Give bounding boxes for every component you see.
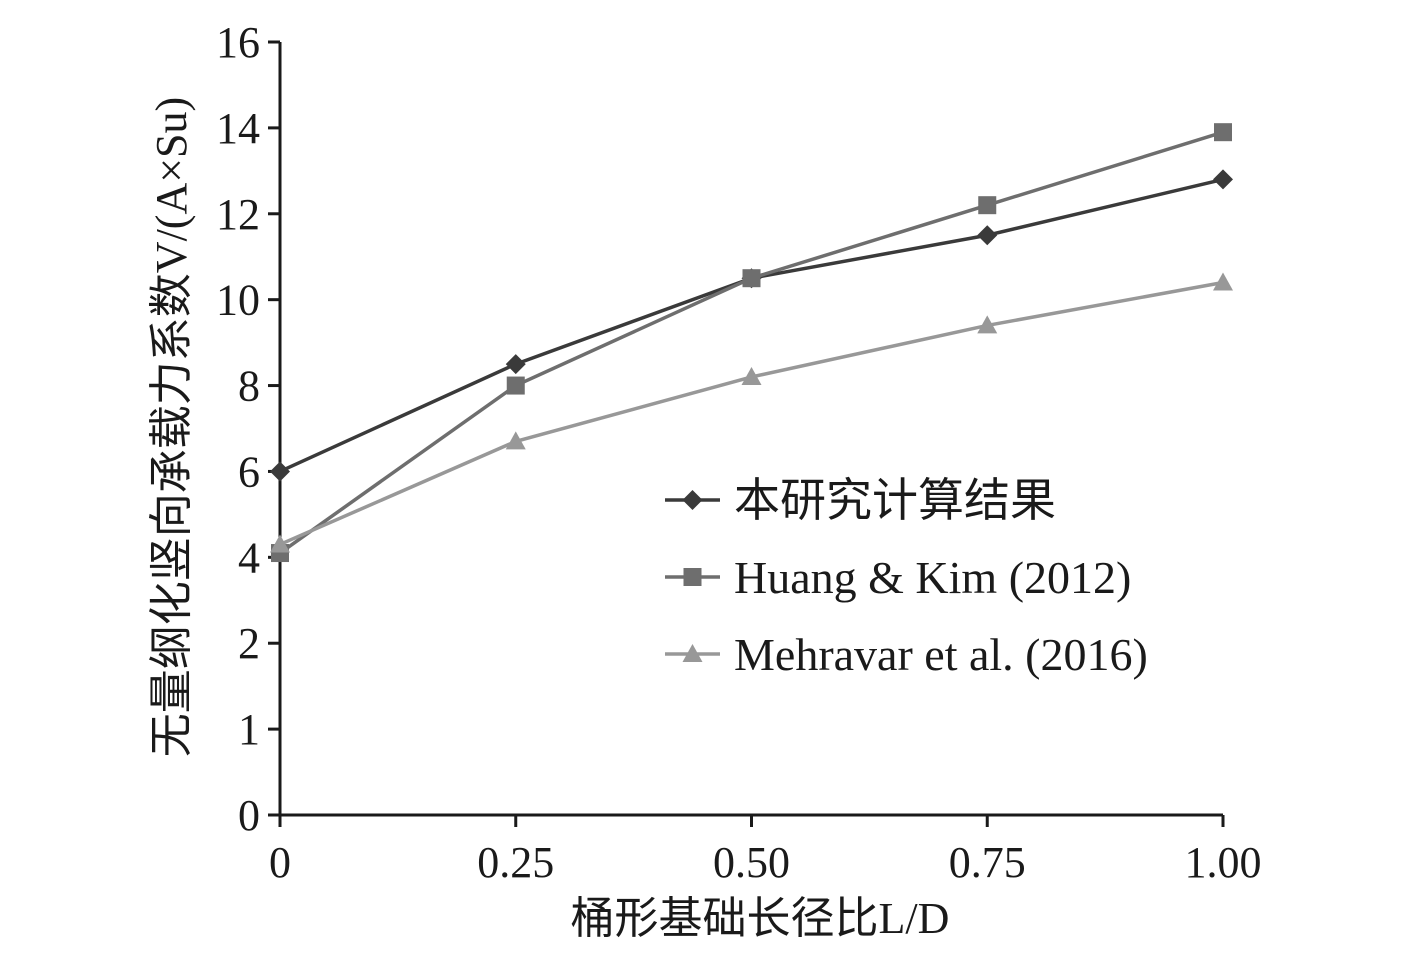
data-point xyxy=(270,461,290,482)
series-1 xyxy=(270,169,1233,482)
data-point xyxy=(506,376,525,395)
data-point xyxy=(978,196,997,215)
data-point xyxy=(977,225,998,246)
x-tick-label: 0 xyxy=(269,838,291,887)
data-point xyxy=(977,315,998,334)
legend-label: 本研究计算结果 xyxy=(734,475,1056,526)
data-point xyxy=(742,269,761,288)
legend-item-2: Huang & Kim (2012) xyxy=(665,552,1131,603)
legend-marker xyxy=(682,490,703,510)
data-point xyxy=(1213,272,1233,291)
y-tick-label: 8 xyxy=(238,362,260,411)
series-2 xyxy=(271,123,1232,563)
plot-area xyxy=(270,123,1233,563)
y-axis-title: 无量纲化竖向承载力系数V/(A×Su) xyxy=(147,97,196,757)
y-tick-label: 6 xyxy=(238,447,260,496)
x-tick-label: 0.25 xyxy=(477,838,554,887)
legend-marker xyxy=(683,568,702,586)
series-3 xyxy=(270,272,1233,553)
series-line xyxy=(279,177,1224,474)
x-tick-label: 0.50 xyxy=(713,838,790,887)
legend: 本研究计算结果 Huang & Kim (2012) Mehravar et al.… xyxy=(665,475,1148,680)
legend-item-1: 本研究计算结果 xyxy=(665,475,1056,526)
data-point xyxy=(270,534,290,553)
y-tick-label: 2 xyxy=(238,619,260,668)
legend-item-3: Mehravar et al. (2016) xyxy=(665,629,1148,680)
y-tick-label: 10 xyxy=(216,276,260,325)
y-tick-label: 16 xyxy=(216,18,260,67)
data-point xyxy=(1213,169,1233,190)
y-tick-label: 14 xyxy=(216,104,260,153)
x-tick-label: 1.00 xyxy=(1185,838,1262,887)
legend-label: Mehravar et al. (2016) xyxy=(734,629,1148,680)
data-point xyxy=(741,366,762,385)
data-point xyxy=(1214,123,1232,142)
x-tick-label: 0.75 xyxy=(949,838,1026,887)
y-tick-label: 1 xyxy=(238,705,260,754)
y-tick-label: 0 xyxy=(238,791,260,840)
y-tick-label: 4 xyxy=(238,533,260,582)
x-axis-title: 桶形基础长径比L/D xyxy=(571,894,950,943)
data-point xyxy=(505,431,526,450)
legend-marker xyxy=(682,644,703,662)
data-point xyxy=(505,354,526,375)
legend-label: Huang & Kim (2012) xyxy=(734,552,1131,603)
y-tick-label: 12 xyxy=(216,190,260,239)
